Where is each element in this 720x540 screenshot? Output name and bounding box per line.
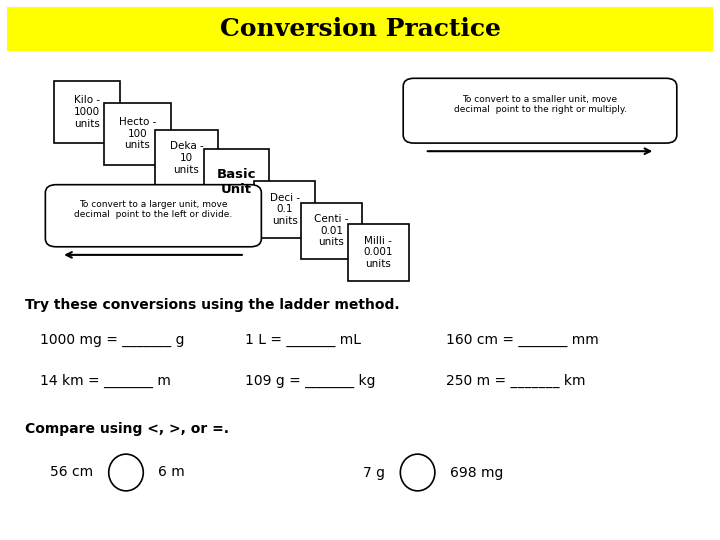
Text: 7 g: 7 g: [363, 465, 385, 480]
Ellipse shape: [109, 454, 143, 491]
FancyBboxPatch shape: [45, 185, 261, 247]
Bar: [254, 181, 315, 238]
Text: Conversion Practice: Conversion Practice: [220, 17, 500, 41]
Text: Kilo -
1000
units: Kilo - 1000 units: [74, 96, 100, 129]
Text: Compare using <, >, or =.: Compare using <, >, or =.: [25, 422, 229, 436]
Bar: [104, 103, 171, 165]
FancyBboxPatch shape: [403, 78, 677, 143]
Text: 1000 mg = _______ g: 1000 mg = _______ g: [40, 333, 184, 347]
Bar: [301, 202, 362, 259]
Text: 109 g = _______ kg: 109 g = _______ kg: [245, 374, 375, 388]
Text: 1 L = _______ mL: 1 L = _______ mL: [245, 333, 361, 347]
Text: 14 km = _______ m: 14 km = _______ m: [40, 374, 171, 388]
Ellipse shape: [400, 454, 435, 491]
Text: Centi -
0.01
units: Centi - 0.01 units: [315, 214, 348, 247]
Text: 160 cm = _______ mm: 160 cm = _______ mm: [446, 333, 599, 347]
Bar: [54, 81, 120, 143]
Text: 56 cm: 56 cm: [50, 465, 94, 480]
Bar: [348, 224, 409, 281]
Text: Try these conversions using the ladder method.: Try these conversions using the ladder m…: [25, 298, 400, 312]
Text: 698 mg: 698 mg: [450, 465, 503, 480]
Bar: [7, 7, 713, 51]
Bar: [204, 148, 269, 216]
Text: Deci -
0.1
units: Deci - 0.1 units: [270, 193, 300, 226]
Text: 250 m = _______ km: 250 m = _______ km: [446, 374, 586, 388]
Text: 6 m: 6 m: [158, 465, 185, 480]
Text: To convert to a larger unit, move
decimal  point to the left or divide.: To convert to a larger unit, move decima…: [74, 200, 233, 219]
Text: To convert to a smaller unit, move
decimal  point to the right or multiply.: To convert to a smaller unit, move decim…: [454, 94, 626, 114]
Text: Basic
Unit: Basic Unit: [217, 168, 256, 196]
Text: Hecto -
100
units: Hecto - 100 units: [119, 117, 156, 150]
Text: Deka -
10
units: Deka - 10 units: [170, 141, 203, 174]
Text: Milli -
0.001
units: Milli - 0.001 units: [364, 236, 393, 269]
Bar: [155, 130, 218, 186]
